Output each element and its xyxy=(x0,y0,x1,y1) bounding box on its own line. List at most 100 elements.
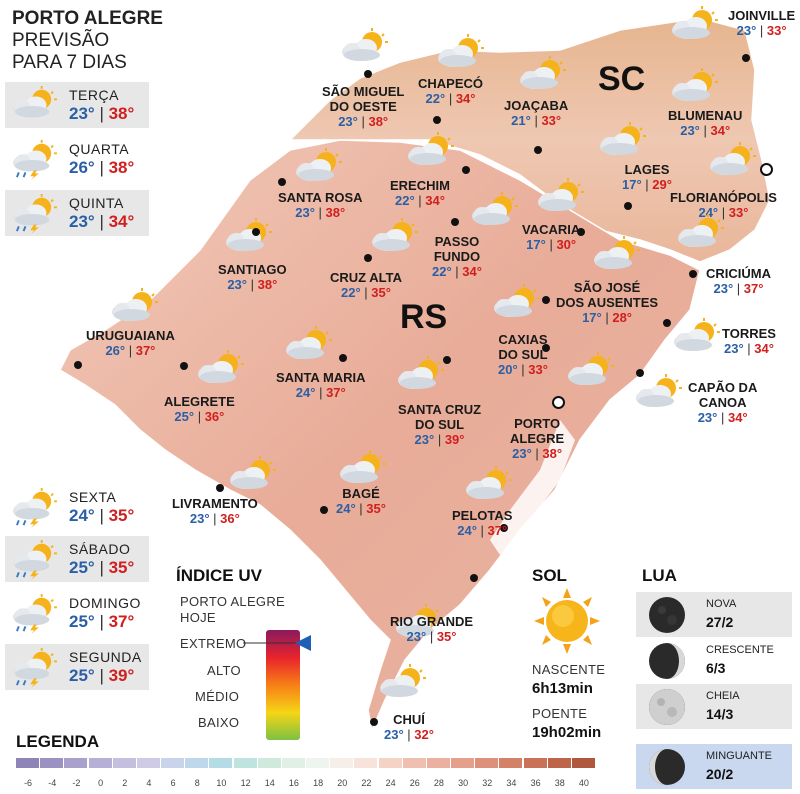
city-label: PASSO FUNDO 22° | 34° xyxy=(432,234,482,279)
legend-swatch xyxy=(64,758,88,768)
sun-cloud-icon xyxy=(108,288,162,330)
forecast-day-1: QUARTA 26° | 38° xyxy=(5,136,149,182)
min-temp: 25° xyxy=(69,612,95,631)
moon-phase-2: CHEIA 14/3 xyxy=(636,684,792,729)
sunrise-time: 6h13min xyxy=(532,680,593,697)
city-label: LIVRAMENTO 23° | 36° xyxy=(172,496,258,526)
forecast-day-name: SEXTA xyxy=(69,489,117,505)
min-temp: 22° xyxy=(395,193,415,208)
city-name: CRICIÚMA xyxy=(706,266,771,281)
max-temp: 34° xyxy=(455,91,476,106)
city-label: PORTO ALEGRE 23° | 38° xyxy=(510,416,564,461)
city-name: SANTA CRUZ xyxy=(398,402,482,417)
city-label: BLUMENAU 23° | 34° xyxy=(668,108,742,138)
city-name: CAPÃO DA xyxy=(688,380,758,395)
legend-swatch xyxy=(426,758,450,768)
city-temps: 23° | 34° xyxy=(697,410,748,425)
legend-tick-label: -2 xyxy=(72,778,81,788)
city-temps: 21° | 33° xyxy=(511,113,562,128)
legend-title: LEGENDA xyxy=(16,732,100,751)
legend-tick-label: 10 xyxy=(216,778,227,788)
legend-tick-label: 12 xyxy=(240,778,251,788)
moon-phase-name: NOVA xyxy=(706,598,737,610)
forecast-day-temps: 25° | 39° xyxy=(69,666,135,685)
legend-tick-label: 34 xyxy=(506,778,517,788)
legend-tick-label: 32 xyxy=(482,778,493,788)
city-temps: 22° | 35° xyxy=(341,285,391,300)
max-temp: 37° xyxy=(487,523,508,538)
sun-cloud-icon xyxy=(9,86,61,126)
min-temp: 24° xyxy=(698,205,719,220)
max-temp: 29° xyxy=(652,177,672,192)
sun-cloud-icon xyxy=(670,318,724,360)
max-temp: 33° xyxy=(528,362,548,377)
sun-cloud-icon xyxy=(194,350,248,392)
min-temp: 25° xyxy=(174,409,195,424)
city-name: ALEGRE xyxy=(510,431,565,446)
legend-tick-label: 0 xyxy=(98,778,104,788)
legend-swatch xyxy=(161,758,185,768)
moon-phase-date: 27/2 xyxy=(706,614,734,630)
uv-color-bar xyxy=(266,630,300,740)
city-marker xyxy=(552,396,565,409)
legend-swatch xyxy=(330,758,354,768)
city-marker xyxy=(636,369,644,377)
header-sub1: PREVISÃO xyxy=(12,30,110,51)
legend-swatch xyxy=(257,758,281,768)
city-label: SÃO MIGUEL DO OESTE 23° | 38° xyxy=(322,84,404,129)
city-label: CHUÍ 23° | 32° xyxy=(384,712,434,742)
sun-cloud-icon xyxy=(368,218,422,260)
max-temp: 34° xyxy=(727,410,748,425)
max-temp: 34° xyxy=(462,264,482,279)
sun-cloud-icon xyxy=(376,664,430,706)
sunset-time: 19h02min xyxy=(532,724,602,741)
sun-cloud-icon xyxy=(668,68,722,110)
max-temp: 35° xyxy=(108,506,135,525)
legend-tick-label: 24 xyxy=(385,778,396,788)
legend-tick-label: 8 xyxy=(194,778,200,788)
sun-icon xyxy=(534,588,600,654)
forecast-day-name: TERÇA xyxy=(69,87,119,103)
forecast-day-temps: 23° | 34° xyxy=(69,212,135,231)
min-temp: 24° xyxy=(69,506,95,525)
max-temp: 33° xyxy=(728,205,749,220)
forecast-day-temps: 23° | 38° xyxy=(69,104,135,123)
forecast-day-4: SÁBADO 25° | 35° xyxy=(5,536,149,582)
city-name: CANOA xyxy=(698,395,747,410)
legend-tick-label: 38 xyxy=(554,778,565,788)
max-temp: 39° xyxy=(108,666,135,685)
city-marker xyxy=(364,70,372,78)
min-temp: 23° xyxy=(384,727,404,742)
legend-swatch xyxy=(209,758,233,768)
city-name: TORRES xyxy=(722,326,776,341)
sun-cloud-icon xyxy=(706,142,760,184)
legend-swatch xyxy=(378,758,402,768)
max-temp: 32° xyxy=(414,727,434,742)
max-temp: 36° xyxy=(220,511,240,526)
city-temps: 17° | 30° xyxy=(526,237,577,252)
city-marker xyxy=(663,319,671,327)
legend-swatch xyxy=(281,758,305,768)
max-temp: 34° xyxy=(710,123,731,138)
legend-tick-label: -6 xyxy=(24,778,33,788)
min-temp: 17° xyxy=(526,237,546,252)
city-label: CAXIAS DO SUL 20° | 33° xyxy=(498,332,548,377)
legend-swatch xyxy=(499,758,523,768)
city-marker xyxy=(742,54,750,62)
min-temp: 24° xyxy=(336,501,356,516)
forecast-day-0: TERÇA 23° | 38° xyxy=(5,82,149,128)
sun-cloud-icon xyxy=(336,450,390,492)
city-temps: 23° | 39° xyxy=(414,432,465,447)
moon-phase-date: 14/3 xyxy=(706,706,734,722)
forecast-day-name: QUINTA xyxy=(69,195,124,211)
uv-level-1: ALTO xyxy=(207,663,241,678)
header-title: PORTO ALEGRE xyxy=(12,8,163,29)
uv-level-3: BAIXO xyxy=(198,715,240,730)
sun-cloud-icon xyxy=(516,56,570,98)
city-marker xyxy=(534,146,542,154)
max-temp: 34° xyxy=(425,193,445,208)
moon-phase-1: CRESCENTE 6/3 xyxy=(636,638,792,683)
city-marker xyxy=(339,354,347,362)
legend-tick-label: 2 xyxy=(122,778,128,788)
legend-color-scale xyxy=(16,758,596,768)
